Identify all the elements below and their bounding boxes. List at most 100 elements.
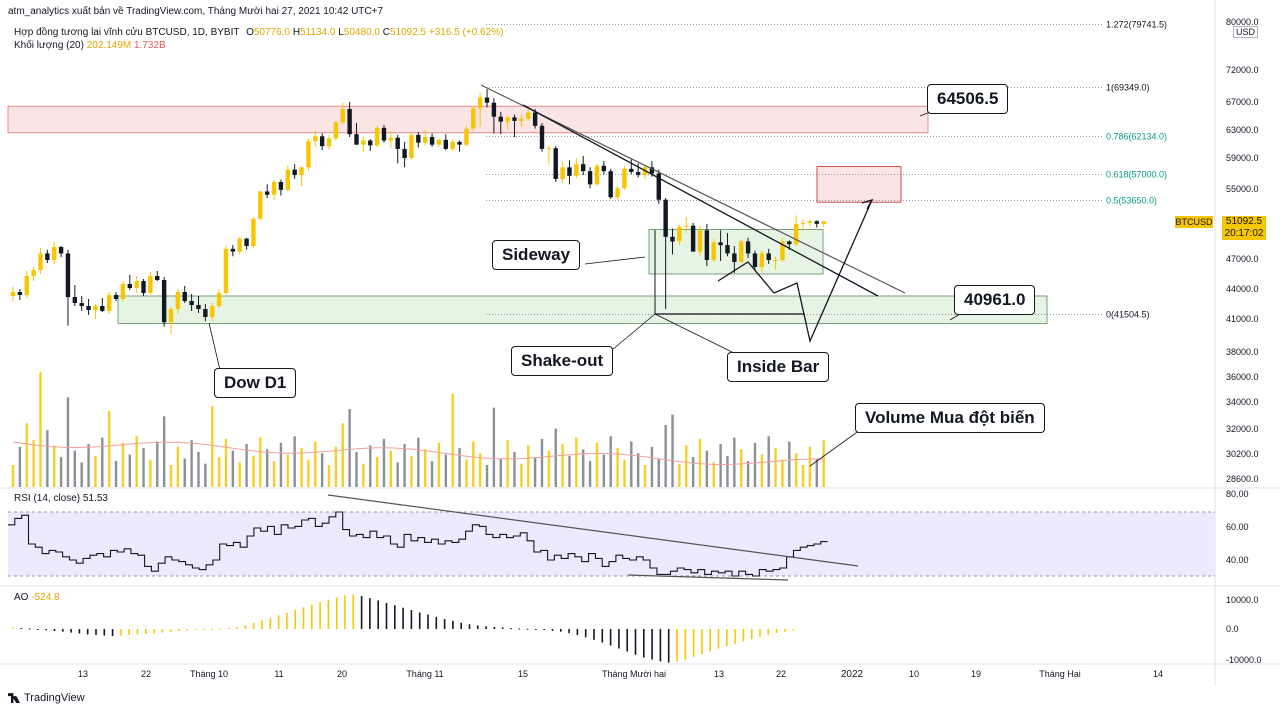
time-tick: 15	[518, 669, 528, 679]
time-tick: Tháng 11	[406, 669, 443, 679]
candle-body	[347, 109, 352, 135]
callout-support: 40961.0	[954, 285, 1036, 315]
ao-bar	[261, 620, 263, 629]
candle-body	[477, 97, 483, 109]
volume-bar	[375, 457, 379, 487]
ao-bar	[551, 629, 554, 631]
candle-body	[333, 122, 339, 139]
last-price-label: 51092.5	[1222, 216, 1266, 228]
rsi-label: RSI (14, close)	[14, 493, 81, 504]
volume-bar	[499, 458, 502, 487]
volume-bar	[80, 462, 83, 487]
candle-body	[244, 238, 249, 247]
volume-bar	[176, 446, 180, 487]
ohlc-high: H51134.0	[292, 27, 336, 38]
volume-bar	[279, 442, 283, 487]
candle-body	[553, 148, 558, 179]
ao-value: -524.8	[31, 592, 60, 603]
candle-body	[258, 191, 263, 219]
candle-body	[601, 165, 607, 172]
candle-body	[189, 301, 194, 305]
volume-bar	[753, 442, 757, 487]
volume-bar	[698, 438, 702, 487]
volume-bar	[822, 440, 825, 487]
volume-bar	[630, 441, 633, 487]
time-tick: 19	[971, 669, 981, 679]
ao-bar	[178, 629, 180, 632]
candle-body	[546, 148, 552, 150]
candle-body	[210, 306, 215, 317]
ao-bar	[219, 628, 222, 630]
rsi-band	[8, 512, 1215, 576]
time-tick: 14	[1153, 669, 1163, 679]
callout-shakeout: Shake-out	[511, 346, 614, 376]
support-zone	[117, 295, 1048, 324]
ao-bar	[62, 629, 64, 632]
ao-bar	[294, 610, 296, 629]
volume-bar	[540, 438, 544, 487]
price-tick: 32000.0	[1226, 424, 1259, 434]
candle-body	[587, 171, 593, 185]
candle-body	[718, 242, 723, 246]
ao-bar	[427, 614, 429, 629]
ao-bar	[510, 628, 512, 630]
volume-bar	[355, 451, 358, 487]
volume-bar	[760, 454, 764, 487]
fib-label: 0.5(53650.0)	[1106, 196, 1157, 206]
volume-bar	[382, 438, 386, 487]
candle-body	[395, 137, 400, 149]
candle-body	[739, 241, 744, 262]
currency-button[interactable]: USD	[1233, 26, 1259, 38]
candle-body	[230, 248, 236, 252]
volume-bar	[513, 451, 516, 487]
candle-body	[416, 134, 421, 143]
tradingview-wordmark: TradingView	[24, 692, 85, 704]
volume-bar	[87, 444, 90, 487]
callout-pointer	[584, 256, 646, 265]
candle-body	[120, 284, 126, 299]
volume-bar	[197, 451, 200, 487]
candle-body	[725, 245, 730, 254]
volume-bar	[671, 414, 674, 487]
volume-bar	[472, 441, 475, 487]
fib-label: 0.786(62134.0)	[1106, 132, 1167, 142]
projection-path	[717, 199, 873, 344]
ao-bar	[20, 628, 23, 630]
candle-body	[278, 182, 284, 190]
volume-bar	[788, 441, 791, 487]
time-tick: 22	[776, 669, 786, 679]
ao-bar	[120, 629, 122, 636]
countdown-label: 20:17:02	[1222, 228, 1266, 240]
volume-bar	[53, 445, 56, 487]
ao-bar	[418, 612, 421, 629]
candle-body	[127, 284, 132, 288]
candle-body	[491, 102, 497, 117]
volume-bar	[533, 457, 537, 487]
fib-label: 0(41504.5)	[1106, 310, 1150, 320]
ao-tick: 10000.0	[1226, 595, 1259, 605]
ao-bar	[792, 629, 794, 631]
candle-body	[326, 138, 332, 147]
volume-bar	[341, 423, 344, 487]
ao-bar	[369, 598, 371, 629]
volume-bar	[245, 444, 248, 487]
candle-body	[560, 167, 565, 179]
candle-body	[223, 248, 229, 293]
volume-bar	[774, 448, 777, 487]
volume-bar	[162, 416, 166, 487]
ao-bar	[701, 629, 703, 654]
candle-body	[780, 241, 785, 260]
ao-bar	[452, 620, 454, 629]
volume-bar	[238, 462, 241, 487]
volume-bar	[307, 459, 310, 487]
ao-bar	[95, 629, 97, 635]
candle-body	[574, 164, 579, 176]
ao-bar	[394, 605, 396, 629]
candle-body	[663, 199, 668, 237]
volume-bar	[616, 448, 619, 487]
tradingview-logo[interactable]: TradingView	[8, 692, 85, 704]
volume-bar	[204, 463, 207, 487]
volume-bar	[259, 437, 262, 487]
candle-body	[526, 112, 531, 119]
